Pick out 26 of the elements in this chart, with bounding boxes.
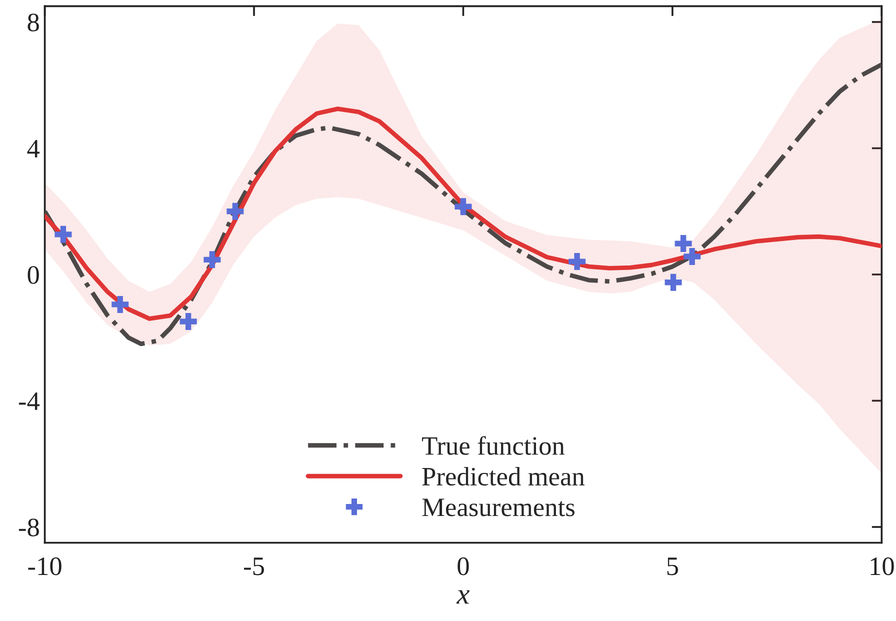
point xyxy=(568,253,586,270)
point xyxy=(204,251,221,268)
point xyxy=(454,198,472,216)
point xyxy=(664,274,682,291)
legend-label: Measurements xyxy=(422,498,574,516)
point xyxy=(180,313,197,330)
line-series xyxy=(44,62,882,346)
point xyxy=(112,296,129,313)
y-tick-label: 8 xyxy=(28,14,39,32)
x-tick-label: -5 xyxy=(244,558,264,576)
line-series xyxy=(44,106,882,321)
point xyxy=(226,202,244,220)
legend-label: True function xyxy=(422,436,565,455)
x-tick-label: -10 xyxy=(28,557,62,576)
y-tick-label: 0 xyxy=(28,266,39,284)
legend-label: Predicted mean xyxy=(422,467,585,486)
y-tick-label: -8 xyxy=(18,518,39,536)
x-tick-label: 10 xyxy=(870,557,894,576)
x-tick-label: 0 xyxy=(458,557,469,576)
y-tick-label: -4 xyxy=(18,392,40,410)
y-tick-label: 4 xyxy=(27,140,40,158)
x-axis-title: x xyxy=(456,590,470,604)
point xyxy=(54,226,72,243)
point xyxy=(684,248,701,265)
point xyxy=(674,235,692,252)
x-tick-label: 5 xyxy=(667,558,678,576)
